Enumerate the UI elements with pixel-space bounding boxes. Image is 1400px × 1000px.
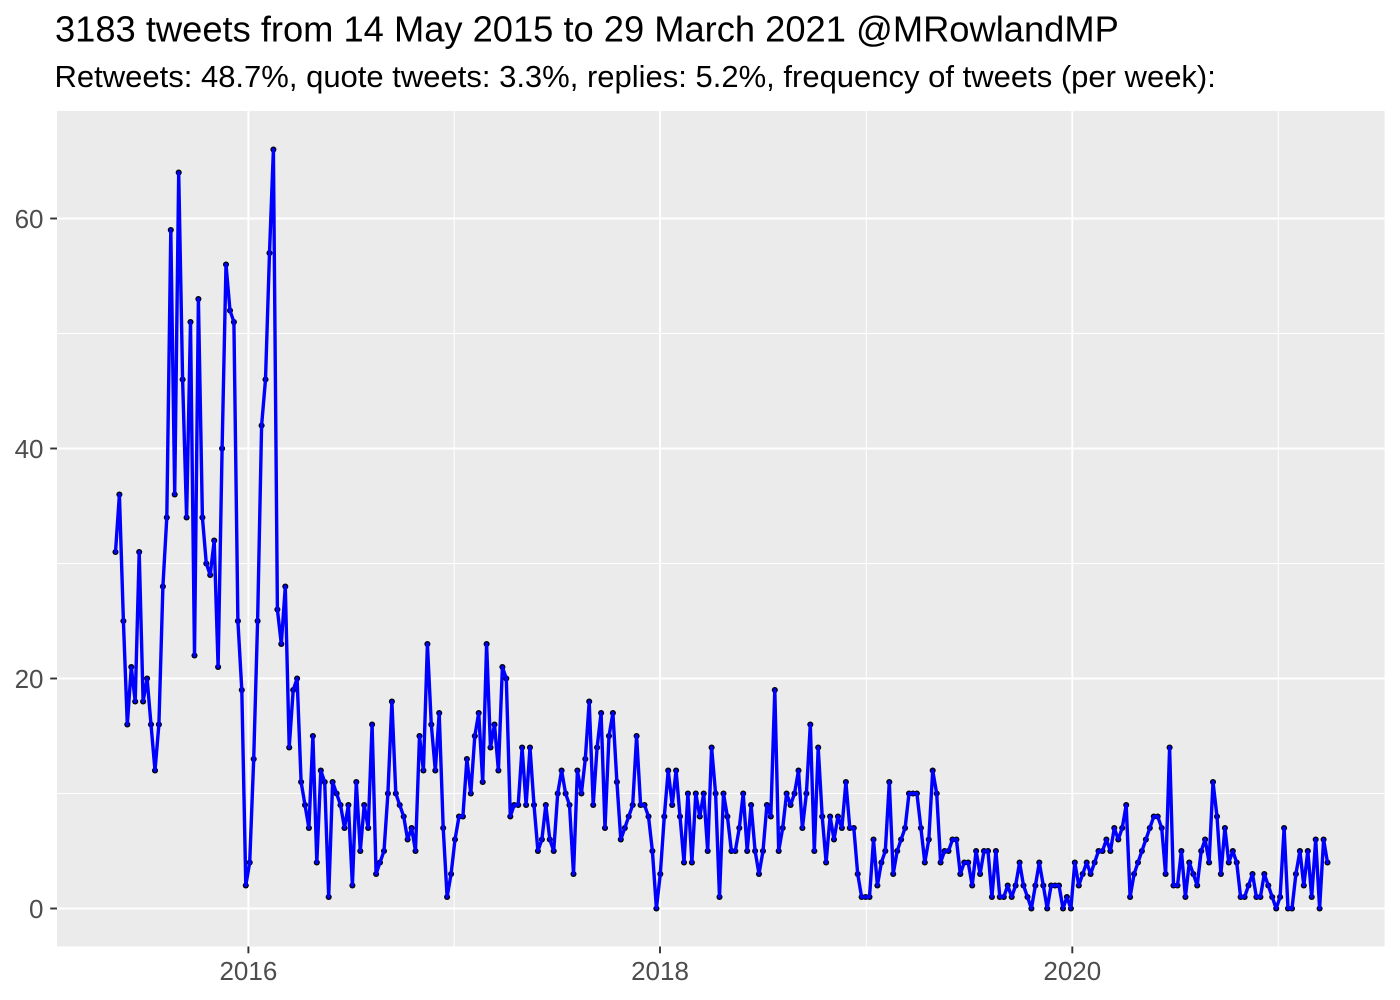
svg-text:2016: 2016: [219, 956, 277, 986]
svg-text:20: 20: [15, 664, 44, 694]
svg-text:60: 60: [15, 204, 44, 234]
svg-text:Retweets: 48.7%, quote tweets:: Retweets: 48.7%, quote tweets: 3.3%, rep…: [55, 59, 1216, 94]
svg-text:3183 tweets from 14 May 2015 t: 3183 tweets from 14 May 2015 to 29 March…: [55, 9, 1119, 50]
svg-text:0: 0: [29, 894, 43, 924]
svg-text:2020: 2020: [1043, 956, 1101, 986]
svg-text:2018: 2018: [631, 956, 689, 986]
svg-text:40: 40: [15, 434, 44, 464]
